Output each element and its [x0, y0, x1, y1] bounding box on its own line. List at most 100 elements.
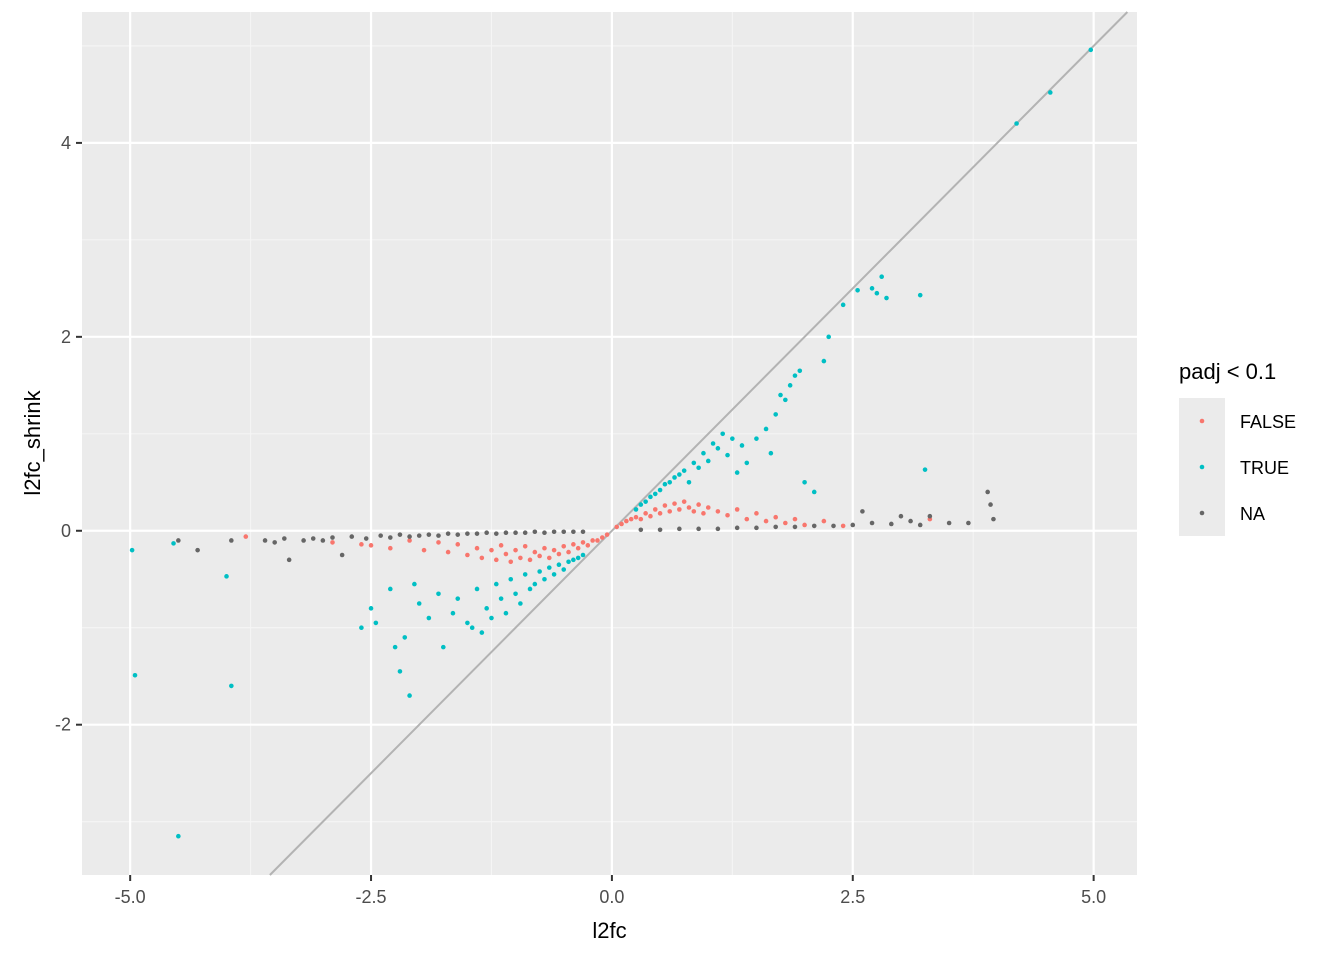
- data-point-false: [840, 523, 846, 529]
- data-point-na: [407, 534, 412, 539]
- data-point-true: [744, 460, 750, 466]
- data-point-na: [754, 525, 759, 531]
- data-point-true: [826, 334, 831, 340]
- data-point-na: [445, 531, 451, 536]
- data-point-true: [884, 295, 889, 301]
- data-point-na: [465, 531, 470, 536]
- data-point-na: [282, 536, 287, 541]
- data-point-false: [652, 507, 658, 512]
- y-tick-label: -2: [55, 715, 71, 735]
- data-point-true: [455, 596, 461, 601]
- data-point-false: [546, 555, 552, 561]
- data-point-true: [503, 610, 509, 616]
- data-point-true: [677, 472, 682, 477]
- data-point-true: [412, 581, 417, 587]
- data-point-false: [508, 559, 514, 565]
- data-point-true: [821, 358, 827, 364]
- data-point-na: [301, 538, 306, 543]
- y-tick-label: 2: [61, 327, 71, 347]
- data-point-true: [556, 562, 562, 568]
- data-point-na: [484, 530, 489, 536]
- data-point-na: [551, 529, 557, 535]
- x-axis-title: l2fc: [592, 918, 626, 943]
- data-point-false: [513, 547, 518, 553]
- data-point-false: [436, 540, 441, 545]
- data-point-true: [633, 507, 639, 512]
- data-point-true: [426, 615, 432, 621]
- data-point-false: [585, 543, 591, 548]
- data-point-na: [416, 533, 422, 538]
- data-point-na: [908, 518, 913, 524]
- data-point-true: [1088, 47, 1094, 53]
- data-point-true: [484, 606, 489, 611]
- data-point-na: [773, 524, 778, 530]
- data-point-true: [171, 541, 176, 546]
- data-point-na: [474, 531, 480, 536]
- data-point-true: [546, 565, 552, 570]
- x-axis-ticks: -5.0 -2.5 0.0 2.5 5.0: [115, 875, 1106, 907]
- legend-label-false: FALSE: [1240, 412, 1296, 432]
- data-point-false: [648, 513, 653, 519]
- data-point-true: [710, 441, 716, 446]
- legend-key-false: [1199, 418, 1205, 424]
- data-point-false: [455, 542, 461, 547]
- data-point-true: [561, 567, 567, 572]
- data-point-false: [773, 514, 778, 520]
- data-point-na: [850, 522, 856, 528]
- data-point-true: [681, 468, 687, 473]
- data-point-false: [388, 545, 393, 551]
- data-point-false: [474, 545, 480, 551]
- data-point-na: [811, 523, 817, 529]
- data-point-false: [445, 549, 451, 555]
- data-point-true: [720, 431, 726, 437]
- data-point-true: [739, 443, 745, 448]
- data-point-false: [368, 543, 374, 548]
- data-point-false: [657, 511, 663, 516]
- data-point-true: [129, 547, 135, 553]
- data-point-na: [455, 532, 461, 537]
- data-point-false: [421, 547, 427, 553]
- legend-title: padj < 0.1: [1179, 359, 1276, 384]
- data-point-false: [571, 542, 576, 547]
- data-point-na: [436, 533, 441, 538]
- data-point-true: [778, 392, 783, 398]
- data-point-na: [522, 530, 528, 536]
- legend-entries: FALSE TRUE NA: [1179, 398, 1296, 536]
- data-point-true: [686, 479, 692, 485]
- data-point-false: [681, 499, 687, 504]
- data-point-false: [821, 518, 827, 524]
- y-axis-title: l2fc_shrink: [20, 389, 45, 495]
- data-point-na: [860, 509, 865, 514]
- data-point-false: [802, 522, 807, 528]
- data-point-false: [734, 507, 740, 512]
- data-point-true: [407, 693, 412, 698]
- data-point-false: [599, 535, 605, 540]
- data-point-true: [792, 373, 798, 378]
- data-point-true: [768, 450, 774, 456]
- data-point-na: [493, 531, 499, 536]
- data-point-true: [802, 479, 807, 485]
- x-tick-label: -2.5: [356, 887, 387, 907]
- grid-major: [82, 12, 1137, 875]
- data-point-true: [580, 552, 586, 558]
- data-point-false: [561, 543, 567, 549]
- data-point-true: [368, 606, 374, 611]
- data-point-na: [320, 538, 326, 543]
- data-point-true: [176, 833, 181, 839]
- data-point-na: [388, 535, 393, 540]
- data-point-false: [407, 538, 412, 543]
- y-axis-ticks: -2 0 2 4: [55, 133, 82, 735]
- data-point-false: [556, 551, 562, 557]
- data-point-true: [498, 596, 504, 601]
- data-point-na: [580, 529, 586, 535]
- data-point-na: [917, 522, 923, 528]
- data-point-false: [624, 518, 629, 524]
- data-point-true: [705, 458, 711, 464]
- data-point-true: [479, 630, 485, 635]
- data-point-false: [792, 516, 798, 522]
- data-point-false: [532, 549, 538, 555]
- data-point-true: [518, 601, 523, 606]
- data-point-false: [783, 520, 788, 526]
- data-point-na: [696, 526, 701, 532]
- data-point-true: [667, 479, 673, 485]
